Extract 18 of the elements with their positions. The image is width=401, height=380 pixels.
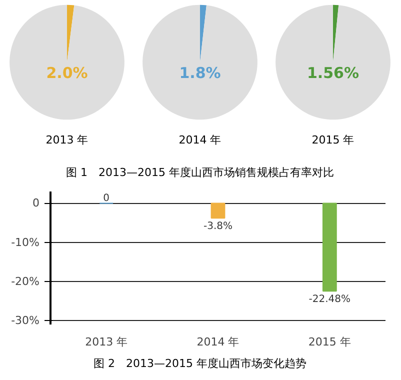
text: 1.56% [306,64,360,82]
x-tick-label: 2014 年 [196,335,240,348]
text: 图 1 2013—2015 年度山西市场销售规模占有率对比 [66,165,334,181]
text: 2014 年 [178,133,222,146]
data-label: -3.8% [203,220,233,232]
y-tick-label: -10% [11,236,40,249]
y-tick-label: -30% [11,314,40,327]
text: 2.0% [46,64,88,82]
text: 1.8% [179,64,221,82]
data-label: -22.48% [308,294,351,305]
text: 2013 年 [46,133,88,146]
text: 2015 年 [312,133,354,146]
data-label: 0 [103,192,110,204]
y-tick-label: 0 [32,196,40,210]
text: 图 2 2013—2015 年度山西市场变化趋势 [94,356,306,372]
x-tick-label: 2013 年 [85,335,128,348]
y-tick-label: -20% [11,274,40,288]
x-tick-label: 2015 年 [308,335,351,348]
